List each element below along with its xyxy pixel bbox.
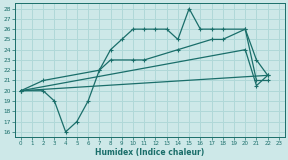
X-axis label: Humidex (Indice chaleur): Humidex (Indice chaleur) — [95, 148, 204, 156]
